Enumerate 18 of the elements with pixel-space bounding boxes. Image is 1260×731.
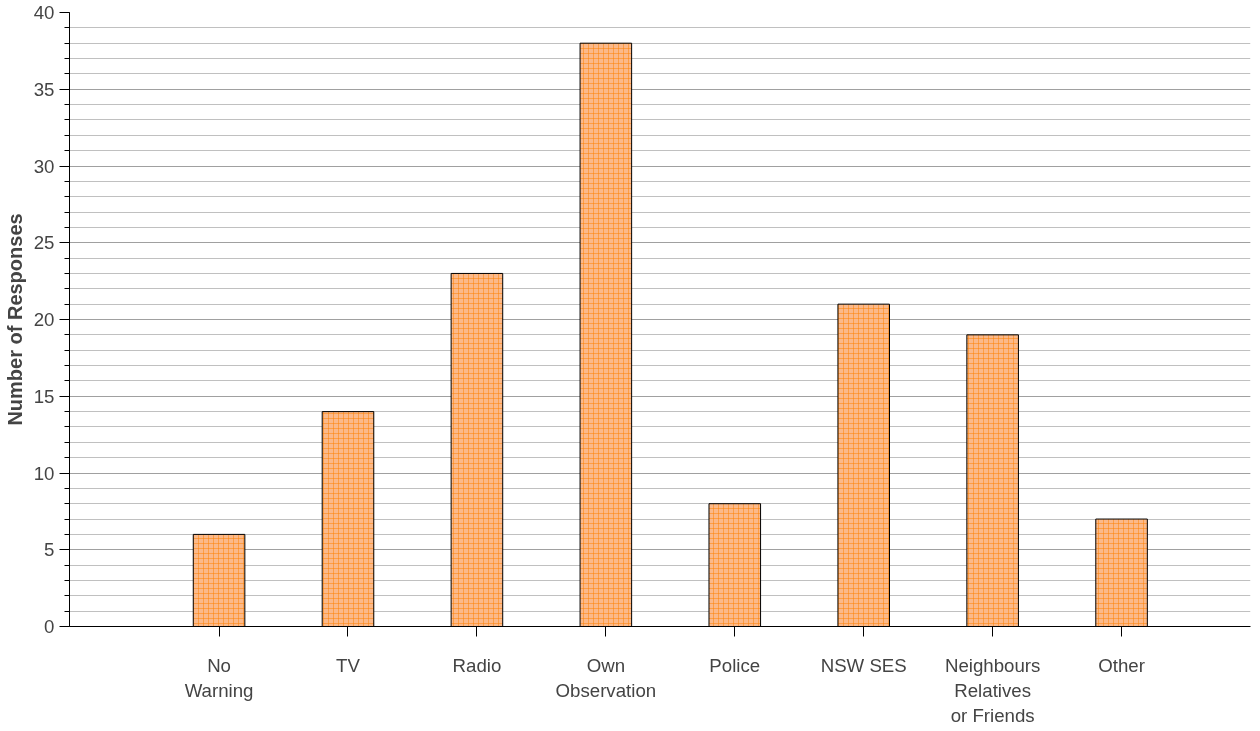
x-tick-label: Own Observation bbox=[555, 654, 657, 701]
y-tick-label: 25 bbox=[33, 232, 55, 254]
x-tick-label: TV bbox=[336, 654, 361, 676]
x-tick-label: Radio bbox=[452, 654, 502, 676]
x-tick-label: Other bbox=[1098, 654, 1145, 676]
y-tick-label: 40 bbox=[33, 2, 55, 23]
y-tick-label: 30 bbox=[33, 155, 55, 177]
x-tick-label: Neighbours Relatives or Friends bbox=[944, 654, 1041, 726]
x-tick-label: Police bbox=[709, 654, 761, 676]
y-axis-title: Number of Responses bbox=[3, 213, 26, 426]
y-tick-label: 35 bbox=[33, 78, 55, 100]
y-tick-label: 0 bbox=[44, 616, 55, 637]
x-tick-label: NSW SES bbox=[820, 654, 907, 676]
y-tick-label: 15 bbox=[33, 385, 55, 407]
y-tick-label: 20 bbox=[33, 309, 55, 330]
y-tick-label: 10 bbox=[33, 462, 55, 484]
y-tick-label: 5 bbox=[44, 539, 55, 561]
x-tick-label: No Warning bbox=[184, 654, 254, 701]
